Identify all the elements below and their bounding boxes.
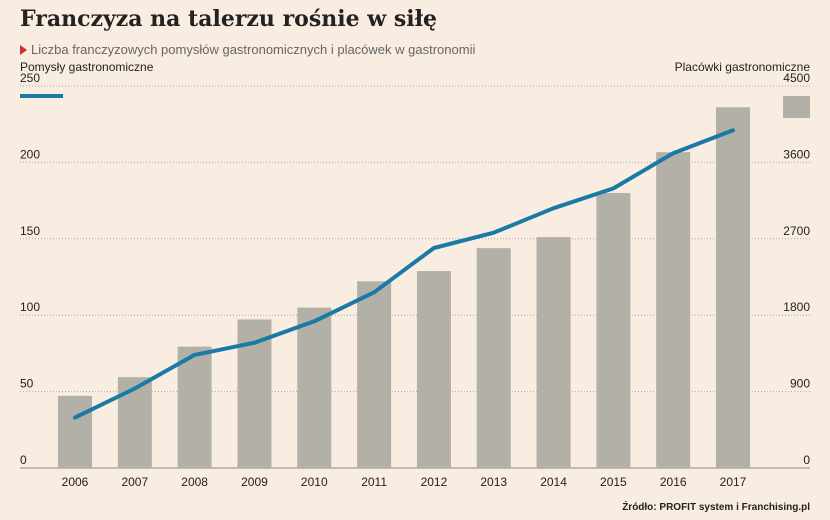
left-tick-label: 0	[20, 453, 27, 467]
line-series	[73, 128, 735, 420]
right-tick-label: 3600	[783, 147, 810, 161]
bar	[536, 237, 571, 468]
right-tick-label: 0	[803, 453, 810, 467]
right-tick-label: 1800	[783, 300, 810, 314]
left-tick-label: 50	[20, 377, 34, 391]
x-tick-label: 2013	[480, 475, 507, 489]
x-tick-label: 2010	[301, 475, 328, 489]
axis-ticks: 0 50 100 150 200 250 0 900 1800 2700 3600 4500 2006 2…	[20, 71, 810, 489]
x-tick-label: 2015	[600, 475, 627, 489]
left-tick-label: 200	[20, 147, 40, 161]
right-tick-label: 2700	[783, 224, 810, 238]
bar-series	[58, 107, 751, 469]
x-tick-label: 2012	[421, 475, 448, 489]
legend	[20, 94, 810, 118]
bar	[297, 307, 332, 468]
bar	[58, 395, 92, 468]
x-tick-label: 2017	[720, 475, 747, 489]
x-tick-label: 2009	[241, 475, 268, 489]
chart-title: Franczyza na talerzu rośnie w siłę	[20, 6, 438, 32]
series-line	[73, 128, 735, 420]
bar	[177, 346, 212, 468]
bar	[656, 152, 691, 469]
left-tick-label: 250	[20, 71, 40, 85]
x-tick-label: 2008	[181, 475, 208, 489]
right-axis-label: Placówki gastronomiczne	[674, 60, 810, 74]
subtitle-text: Liczba franczyzowych pomysłów gastronomi…	[31, 42, 476, 57]
bar	[357, 281, 392, 468]
bar	[117, 377, 152, 468]
x-tick-label: 2007	[121, 475, 148, 489]
legend-bar-swatch	[783, 96, 810, 118]
x-tick-label: 2014	[540, 475, 567, 489]
x-tick-label: 2011	[361, 475, 387, 489]
chart-subtitle: Liczba franczyzowych pomysłów gastronomi…	[20, 42, 475, 57]
right-tick-label: 900	[790, 377, 810, 391]
x-tick-label: 2006	[62, 475, 89, 489]
x-tick-label: 2016	[660, 475, 687, 489]
bar	[476, 248, 511, 468]
right-tick-label: 4500	[783, 71, 810, 85]
left-axis-label: Pomysły gastronomiczne	[20, 60, 154, 74]
left-tick-label: 100	[20, 300, 40, 314]
bar	[416, 271, 451, 468]
source-note: Źródło: PROFIT system i Franchising.pl	[622, 502, 810, 513]
red-triangle-icon	[20, 45, 27, 55]
bar	[716, 107, 751, 468]
bar	[596, 192, 631, 468]
left-tick-label: 150	[20, 224, 40, 238]
